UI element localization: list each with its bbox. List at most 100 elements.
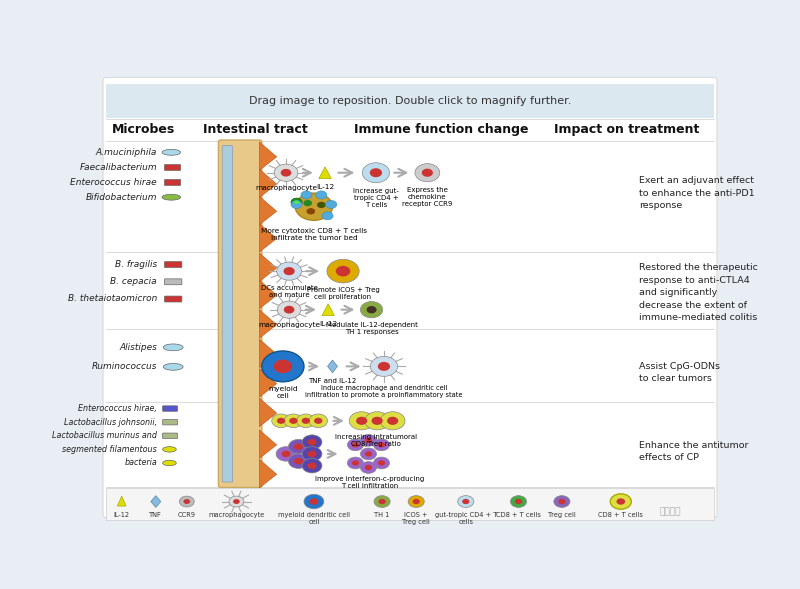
FancyBboxPatch shape xyxy=(162,406,178,411)
Text: CD8 + T cells: CD8 + T cells xyxy=(496,512,541,518)
Circle shape xyxy=(309,414,327,428)
Circle shape xyxy=(350,412,374,430)
Text: Induce macrophage and dendritic cell
infiltration to promote a proinflammatory s: Induce macrophage and dendritic cell inf… xyxy=(306,385,462,398)
Polygon shape xyxy=(259,310,277,338)
Circle shape xyxy=(289,454,308,468)
Text: TH 1: TH 1 xyxy=(374,512,390,518)
Text: macrophagocyte: macrophagocyte xyxy=(208,512,265,518)
FancyBboxPatch shape xyxy=(165,296,182,302)
Circle shape xyxy=(291,198,302,206)
Circle shape xyxy=(229,496,244,507)
Polygon shape xyxy=(259,196,277,225)
Ellipse shape xyxy=(162,460,176,466)
Circle shape xyxy=(294,444,303,450)
Text: Treg cell: Treg cell xyxy=(548,512,576,518)
Circle shape xyxy=(365,451,372,456)
Text: Enterococcus hirae,: Enterococcus hirae, xyxy=(78,404,157,413)
Circle shape xyxy=(360,462,377,474)
Circle shape xyxy=(307,451,317,457)
Circle shape xyxy=(304,494,324,509)
Circle shape xyxy=(276,446,296,461)
Text: CCR9: CCR9 xyxy=(178,512,196,518)
Circle shape xyxy=(371,417,382,425)
Text: segmented filamentous: segmented filamentous xyxy=(62,445,157,454)
Circle shape xyxy=(302,435,322,449)
Circle shape xyxy=(316,191,327,199)
Text: Drag image to reposition. Double click to magnify further.: Drag image to reposition. Double click t… xyxy=(249,96,571,106)
Circle shape xyxy=(422,168,433,177)
Circle shape xyxy=(374,457,390,469)
Text: IL-12: IL-12 xyxy=(319,320,338,326)
Circle shape xyxy=(301,191,312,199)
Polygon shape xyxy=(259,339,277,368)
Circle shape xyxy=(284,414,302,428)
Polygon shape xyxy=(259,369,277,397)
Polygon shape xyxy=(322,304,334,316)
Circle shape xyxy=(274,164,298,181)
Circle shape xyxy=(302,458,322,473)
Circle shape xyxy=(370,168,382,177)
Polygon shape xyxy=(259,223,277,252)
Circle shape xyxy=(278,301,301,318)
Circle shape xyxy=(347,439,363,451)
Polygon shape xyxy=(259,459,277,488)
Circle shape xyxy=(370,356,398,376)
Text: Express the
chemokine
receptor CCR9: Express the chemokine receptor CCR9 xyxy=(402,187,453,207)
Circle shape xyxy=(378,442,385,448)
Circle shape xyxy=(283,267,294,275)
Text: DCs accumulate
and mature: DCs accumulate and mature xyxy=(261,284,318,298)
Circle shape xyxy=(617,498,625,505)
Circle shape xyxy=(415,164,440,182)
Circle shape xyxy=(380,412,405,430)
Circle shape xyxy=(183,499,190,504)
Text: Lactobacillus murinus and: Lactobacillus murinus and xyxy=(52,431,157,440)
Circle shape xyxy=(378,499,386,504)
Polygon shape xyxy=(259,253,277,282)
Ellipse shape xyxy=(162,150,181,155)
Circle shape xyxy=(360,302,382,318)
Text: Ruminococcus: Ruminococcus xyxy=(91,362,157,371)
Circle shape xyxy=(408,495,424,508)
Text: 环宇达康: 环宇达康 xyxy=(660,507,681,516)
Circle shape xyxy=(294,200,299,204)
Text: Alistipes: Alistipes xyxy=(119,343,157,352)
Circle shape xyxy=(558,499,566,504)
Text: Immune function change: Immune function change xyxy=(354,123,528,136)
Text: TNF and IL-12: TNF and IL-12 xyxy=(308,378,357,384)
Text: Modulate IL-12-dependent
TH 1 responses: Modulate IL-12-dependent TH 1 responses xyxy=(326,322,418,335)
Text: Increasing intratumoral
CD8/Treg ratio: Increasing intratumoral CD8/Treg ratio xyxy=(335,435,417,448)
Text: bacteria: bacteria xyxy=(124,458,157,468)
Circle shape xyxy=(366,306,377,313)
Circle shape xyxy=(378,461,385,466)
Circle shape xyxy=(303,200,312,206)
Text: More cytotoxic CD8 + T cells
infiltrate the tumor bed: More cytotoxic CD8 + T cells infiltrate … xyxy=(261,227,367,240)
Polygon shape xyxy=(259,398,277,426)
Text: Enhance the antitumor
effects of CP: Enhance the antitumor effects of CP xyxy=(639,441,749,462)
Circle shape xyxy=(378,362,390,371)
Text: Lactobacillus johnsonii,: Lactobacillus johnsonii, xyxy=(64,418,157,426)
Circle shape xyxy=(302,418,310,424)
FancyBboxPatch shape xyxy=(165,279,182,284)
Circle shape xyxy=(277,262,302,280)
Text: B. thetaiotaomicron: B. thetaiotaomicron xyxy=(68,294,157,303)
Circle shape xyxy=(310,498,318,505)
Circle shape xyxy=(362,163,390,183)
Polygon shape xyxy=(118,496,126,506)
Circle shape xyxy=(322,211,333,220)
Circle shape xyxy=(327,259,359,283)
Circle shape xyxy=(336,266,350,276)
FancyBboxPatch shape xyxy=(222,145,233,482)
Text: macrophagocyte: macrophagocyte xyxy=(258,322,320,329)
Text: macrophagocyte: macrophagocyte xyxy=(255,186,317,191)
Circle shape xyxy=(179,496,194,507)
Text: Improve interferon-c-producing
T cell infiltration: Improve interferon-c-producing T cell in… xyxy=(315,476,424,489)
Circle shape xyxy=(458,495,474,508)
Circle shape xyxy=(554,495,570,508)
Text: Microbes: Microbes xyxy=(112,123,175,136)
Text: B. cepacia: B. cepacia xyxy=(110,277,157,286)
Text: Restored the therapeutic
response to anti-CTLA4
and significantly
decrease the e: Restored the therapeutic response to ant… xyxy=(639,263,758,322)
Circle shape xyxy=(510,495,526,508)
Ellipse shape xyxy=(163,363,183,370)
Circle shape xyxy=(360,435,377,446)
Circle shape xyxy=(314,418,322,424)
